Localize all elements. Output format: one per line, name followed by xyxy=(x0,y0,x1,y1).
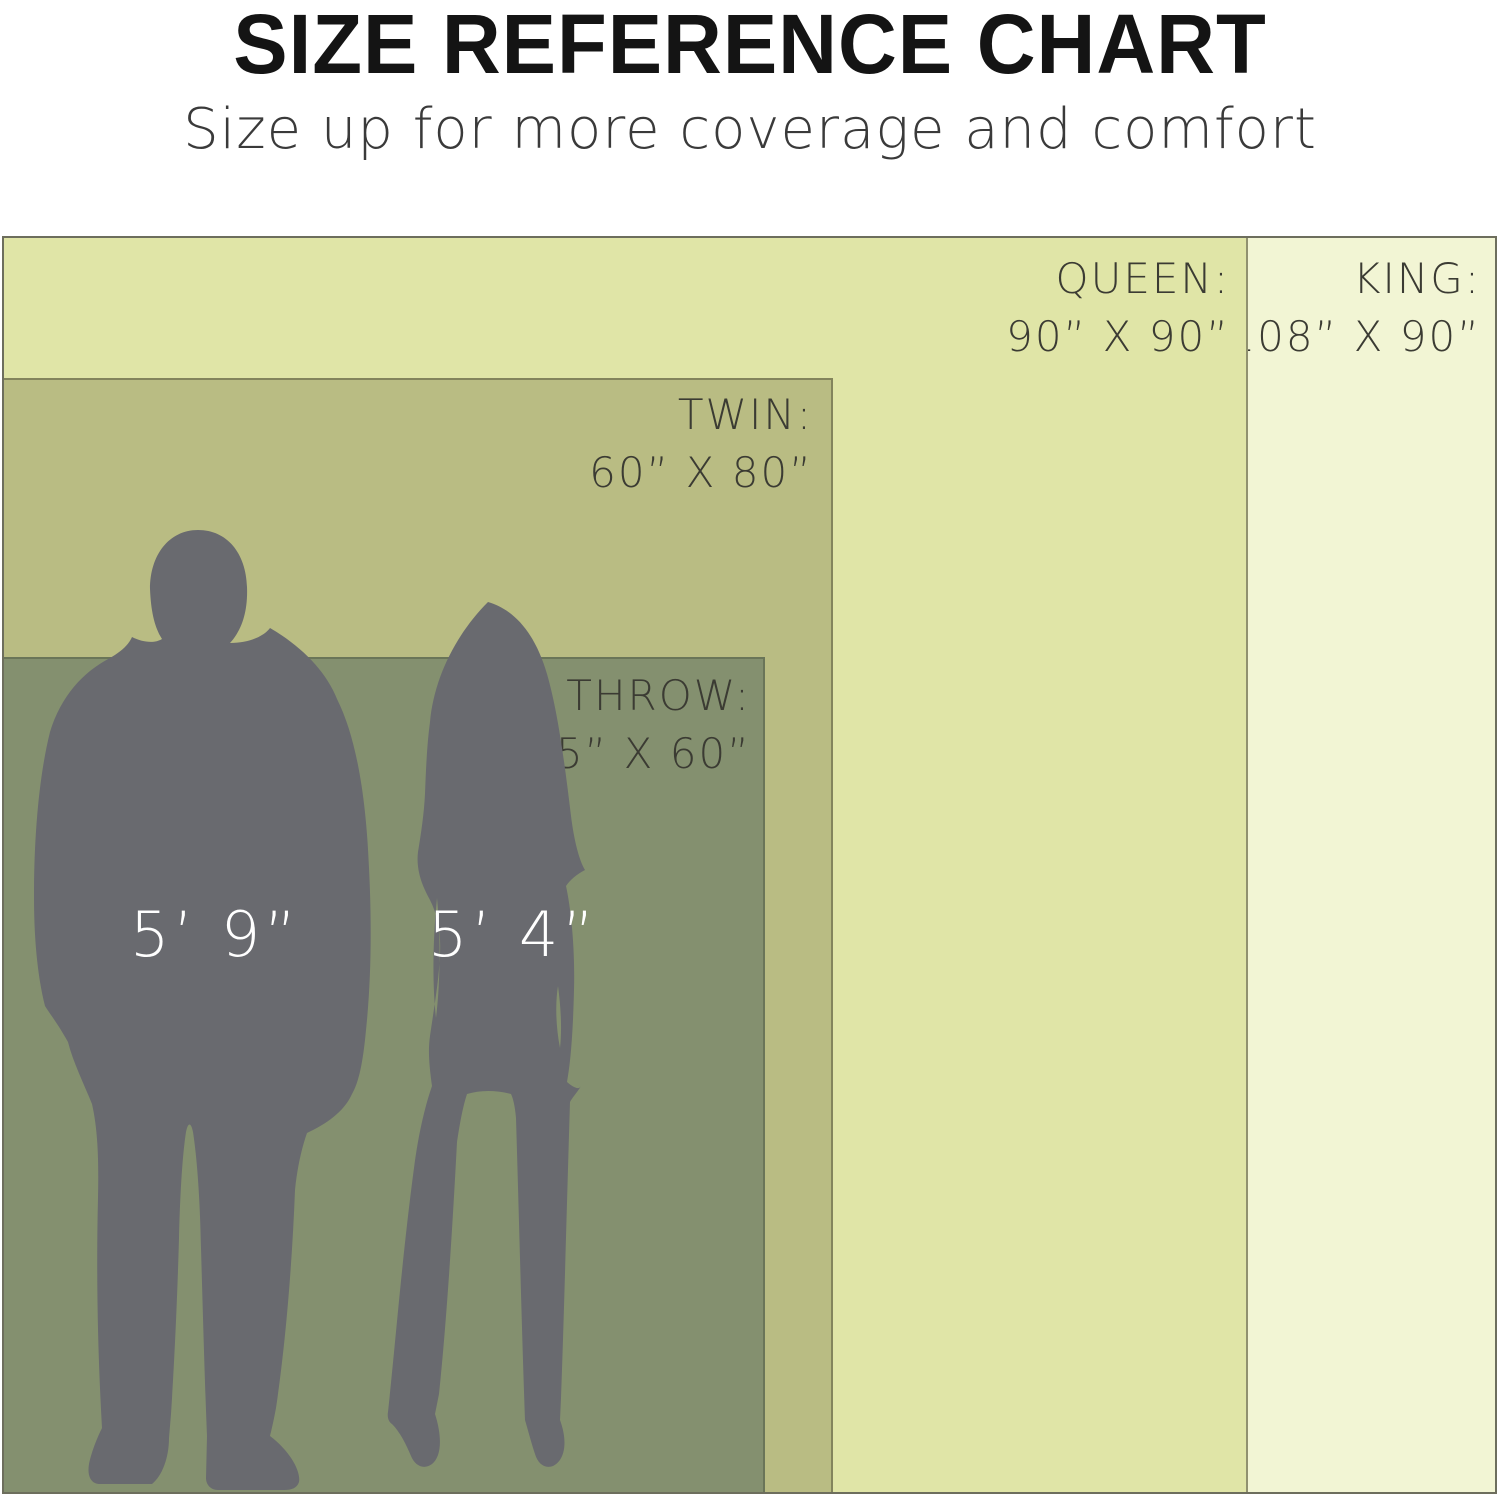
twin-size-dimensions: 60” X 80” xyxy=(589,448,813,497)
queen-size-dimensions: 90” X 90” xyxy=(1006,312,1230,361)
woman-silhouette xyxy=(387,602,585,1467)
woman-height-label: 5’ 4” xyxy=(428,898,599,971)
king-size-dimensions: 108” X 90” xyxy=(1228,312,1481,361)
twin-size-label: TWIN: 60” X 80” xyxy=(589,394,813,494)
page-title: SIZE REFERENCE CHART xyxy=(233,0,1267,91)
king-size-label: KING: 108” X 90” xyxy=(1228,258,1481,358)
man-silhouette xyxy=(34,530,371,1490)
king-size-name: KING: xyxy=(1352,254,1481,303)
queen-size-name: QUEEN: xyxy=(1055,254,1230,303)
page-subtitle: Size up for more coverage and comfort xyxy=(183,97,1317,162)
throw-size-name: THROW: xyxy=(566,671,751,720)
people-silhouettes xyxy=(34,530,585,1490)
chart-header: SIZE REFERENCE CHART Size up for more co… xyxy=(0,0,1500,158)
queen-size-label: QUEEN: 90” X 90” xyxy=(1006,258,1230,358)
size-comparison-chart: KING: 108” X 90” QUEEN: 90” X 90” TWIN: … xyxy=(2,236,1497,1494)
twin-size-name: TWIN: xyxy=(677,390,813,439)
man-height-label: 5’ 9” xyxy=(130,898,301,971)
throw-size-label: THROW: 55” X 60” xyxy=(527,675,751,775)
